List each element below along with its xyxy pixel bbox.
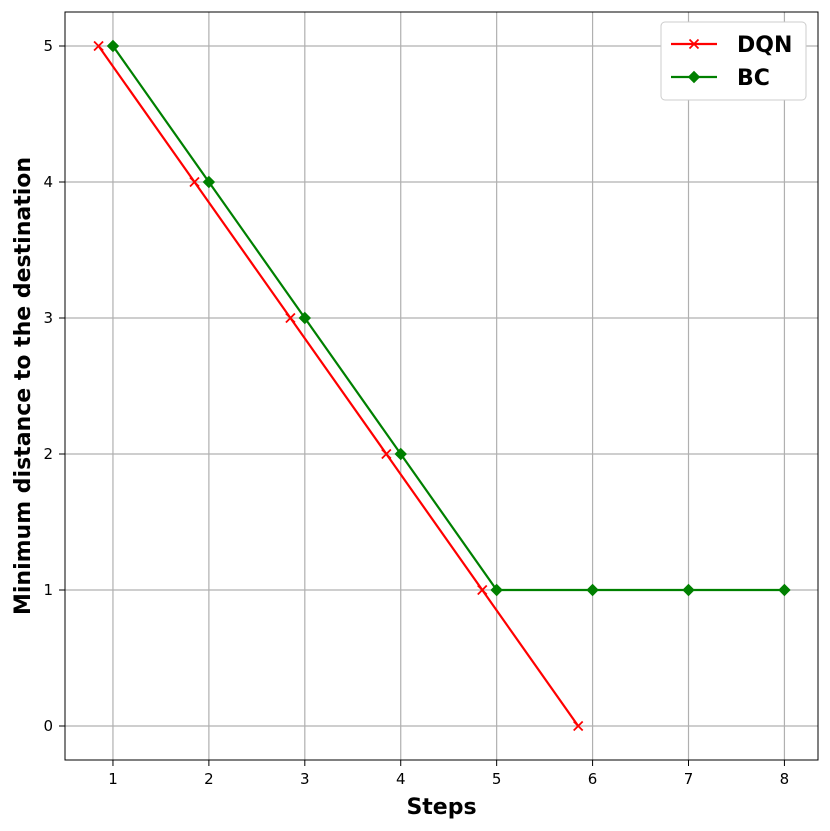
data-point-dqn (381, 448, 392, 460)
grid (65, 12, 818, 760)
series-bc (106, 39, 791, 597)
legend-marker-dqn (688, 38, 700, 50)
x-axis-title: Steps (406, 795, 476, 820)
x-tick-label: 8 (780, 770, 790, 788)
legend-marker-bc (687, 70, 701, 84)
series-area (93, 39, 791, 732)
data-point-bc (682, 583, 695, 597)
y-tick-label: 0 (43, 717, 53, 735)
legend-label-dqn: DQN (737, 33, 792, 58)
legend-item-dqn: DQN (671, 33, 792, 58)
x-tick-label: 4 (396, 770, 406, 788)
data-point-dqn (477, 584, 488, 596)
data-point-dqn (93, 40, 104, 52)
data-point-bc (106, 39, 120, 53)
y-axis-ticks: 0 1 2 3 4 5 (43, 37, 65, 735)
series-line-bc (112, 45, 785, 592)
y-tick-label: 4 (43, 173, 53, 191)
data-point-bc (298, 311, 312, 325)
y-tick-label: 2 (43, 445, 53, 463)
data-point-bc (202, 175, 216, 189)
series-line-dqn (97, 45, 580, 727)
x-axis-ticks: 1 2 3 4 5 6 7 8 (108, 760, 789, 788)
data-point-bc (586, 583, 599, 597)
x-tick-label: 7 (684, 770, 694, 788)
y-tick-label: 1 (43, 581, 53, 599)
data-point-dqn (189, 176, 200, 188)
x-tick-label: 2 (204, 770, 214, 788)
y-axis-title: Minimum distance to the destination (11, 157, 36, 615)
legend-label-bc: BC (737, 66, 770, 91)
x-tick-label: 3 (300, 770, 310, 788)
data-point-dqn (285, 312, 296, 324)
plot-frame (64, 11, 819, 761)
y-tick-label: 5 (43, 37, 53, 55)
data-point-bc (778, 583, 791, 597)
x-tick-label: 5 (492, 770, 502, 788)
y-tick-label: 3 (43, 309, 53, 327)
data-point-dqn (573, 720, 584, 732)
x-tick-label: 1 (108, 770, 118, 788)
legend-item-bc: BC (671, 66, 770, 91)
legend: DQN BC (660, 21, 807, 101)
x-tick-label: 6 (588, 770, 598, 788)
data-point-bc (490, 583, 503, 597)
data-point-bc (394, 447, 407, 461)
series-dqn (93, 40, 584, 732)
